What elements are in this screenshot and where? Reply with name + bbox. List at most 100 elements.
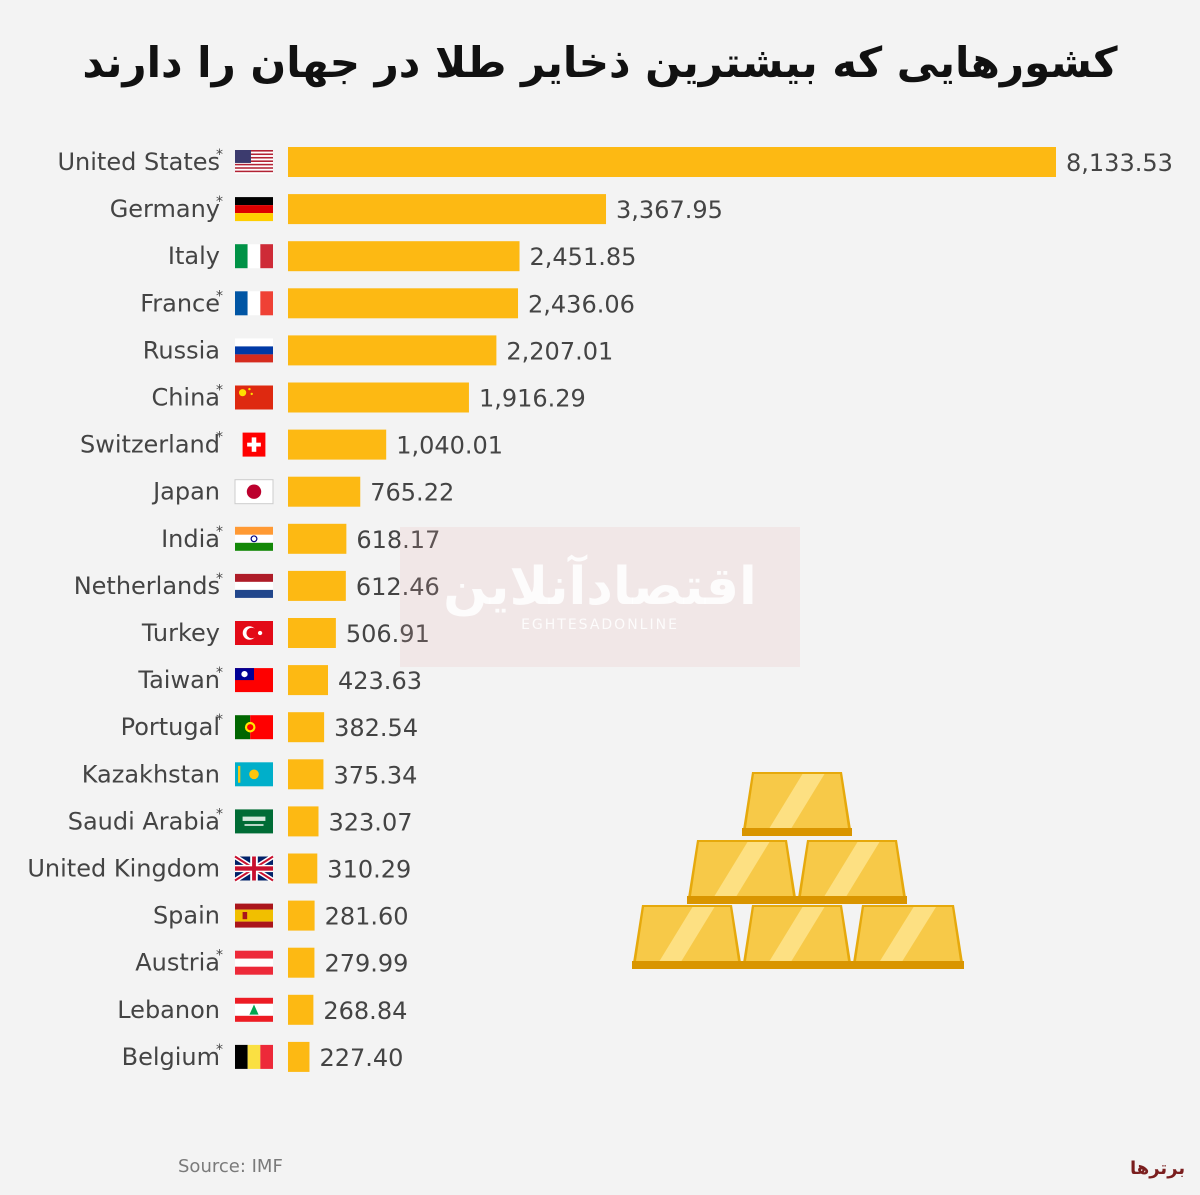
country-label: France — [140, 289, 220, 317]
country-label: Belgium — [122, 1043, 220, 1071]
bar-row: Netherlands* 612.46 — [74, 570, 440, 601]
value-label: 2,207.01 — [506, 337, 613, 365]
flag-es-icon — [235, 903, 273, 928]
country-label: India — [161, 525, 220, 553]
bar-row: Portugal* 382.54 — [121, 712, 418, 743]
bar — [288, 994, 314, 1025]
flag-cn-icon — [235, 385, 273, 410]
country-label: Portugal — [121, 713, 220, 741]
value-label: 1,040.01 — [396, 432, 503, 460]
gold-bar-icon — [797, 840, 907, 904]
country-label: Spain — [153, 902, 220, 930]
flag-de-icon — [235, 197, 273, 222]
corner-logo: برترها — [1130, 1158, 1186, 1179]
chart-title: کشورهایی که بیشترین ذخایر طلا در جهان را… — [82, 38, 1118, 87]
flag-tw-icon — [235, 668, 273, 693]
gold-bar-icon — [852, 905, 964, 969]
bar-row: Taiwan* 423.63 — [137, 665, 422, 696]
value-label: 227.40 — [319, 1044, 403, 1072]
bar — [288, 1041, 310, 1072]
asterisk-mark: * — [216, 1042, 223, 1058]
bar-row: India* 618.17 — [161, 523, 440, 554]
asterisk-mark: * — [216, 430, 223, 446]
bar-row: Lebanon 268.84 — [117, 994, 407, 1025]
source-note: Source: IMF — [178, 1156, 283, 1177]
asterisk-mark: * — [216, 712, 223, 728]
value-label: 423.63 — [338, 667, 422, 695]
bar-row: Russia 2,207.01 — [143, 335, 613, 366]
value-label: 375.34 — [333, 761, 417, 789]
bar — [288, 429, 387, 460]
bar-row: Italy 2,451.85 — [168, 241, 637, 272]
value-label: 323.07 — [329, 808, 413, 836]
bar-row: Switzerland* 1,040.01 — [80, 429, 503, 460]
bar — [288, 523, 347, 554]
country-label: Taiwan — [137, 666, 220, 694]
country-label: United Kingdom — [27, 855, 220, 883]
flag-pt-icon — [235, 715, 273, 740]
country-label: Saudi Arabia — [68, 807, 220, 835]
watermark-text: اقتصادآنلاین — [443, 557, 757, 617]
bar — [288, 147, 1056, 177]
country-label: Netherlands — [74, 572, 220, 600]
country-label: China — [151, 384, 220, 412]
flag-jp-icon — [234, 479, 274, 505]
bar — [288, 665, 329, 696]
asterisk-mark: * — [216, 194, 223, 210]
flag-it-icon — [235, 244, 273, 269]
flag-kz-icon — [235, 762, 273, 787]
flag-nl-icon — [235, 573, 273, 598]
gold-bar-icon — [632, 905, 742, 969]
value-label: 268.84 — [323, 997, 407, 1025]
bar-row: Saudi Arabia* 323.07 — [68, 806, 413, 837]
watermark-subtext: EGHTESADONLINE — [521, 617, 679, 633]
bar — [288, 570, 346, 601]
bar — [288, 476, 361, 507]
flag-in-icon — [235, 526, 273, 551]
bar-row: Germany* 3,367.95 — [110, 194, 723, 225]
country-label: Switzerland — [80, 431, 220, 459]
bar — [288, 288, 519, 319]
asterisk-mark: * — [216, 571, 223, 587]
country-label: Kazakhstan — [82, 760, 220, 788]
flag-us-icon — [235, 150, 273, 174]
flag-at-icon — [235, 950, 273, 975]
bar — [288, 806, 319, 837]
bar — [288, 853, 318, 884]
flag-lb-icon — [235, 997, 273, 1022]
value-label: 2,436.06 — [528, 290, 635, 318]
value-label: 310.29 — [327, 856, 411, 884]
country-label: Austria — [135, 949, 220, 977]
asterisk-mark: * — [216, 288, 223, 304]
bar — [288, 712, 325, 743]
value-label: 382.54 — [334, 714, 418, 742]
flag-tr-icon — [235, 621, 273, 645]
value-label: 8,133.53 — [1066, 149, 1173, 177]
value-label: 2,451.85 — [530, 243, 637, 271]
asterisk-mark: * — [216, 383, 223, 399]
country-label: Lebanon — [117, 996, 220, 1024]
gold-bar-icon — [687, 840, 797, 904]
gold-bar-icon — [742, 772, 852, 836]
value-label: 612.46 — [356, 573, 440, 601]
value-label: 281.60 — [325, 903, 409, 931]
bar — [288, 241, 520, 272]
flag-be-icon — [235, 1044, 273, 1069]
flag-sa-icon — [235, 809, 273, 834]
bar-row: Japan 765.22 — [151, 476, 454, 507]
asterisk-mark: * — [216, 806, 223, 822]
asterisk-mark: * — [216, 524, 223, 540]
gold-bars-illustration — [632, 772, 964, 969]
bar — [288, 194, 607, 225]
flag-gb-icon — [233, 854, 275, 883]
value-label: 3,367.95 — [616, 196, 723, 224]
gold-bar-icon — [742, 905, 852, 969]
bar — [288, 947, 315, 978]
watermark: اقتصادآنلاین EGHTESADONLINE — [400, 527, 800, 667]
value-label: 506.91 — [346, 620, 430, 648]
bar-row: Kazakhstan 375.34 — [82, 759, 417, 790]
asterisk-mark: * — [216, 665, 223, 681]
bar-row: United Kingdom 310.29 — [27, 853, 411, 884]
bar-row: Turkey 506.91 — [141, 618, 430, 648]
country-label: Japan — [151, 478, 220, 506]
